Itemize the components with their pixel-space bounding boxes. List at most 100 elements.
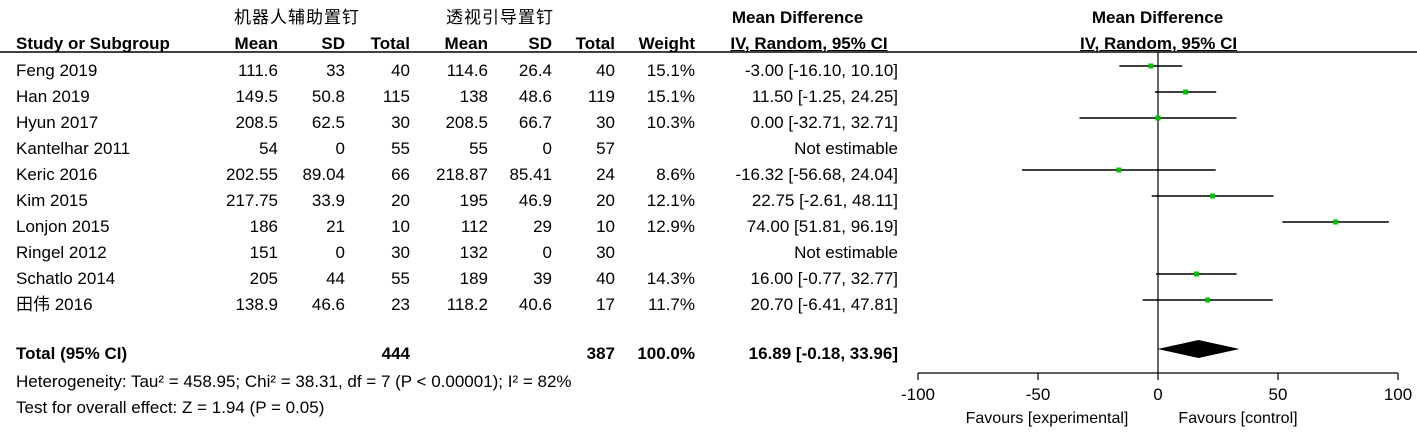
md-ci: -16.32 [-56.68, 24.04] bbox=[735, 165, 898, 184]
total-control: 24 bbox=[596, 165, 615, 184]
group-control-label: 透视引导置钉 bbox=[446, 8, 554, 27]
md-subtitle: IV, Random, 95% CI bbox=[730, 34, 888, 53]
col-sd-header: SD bbox=[321, 34, 345, 53]
x-tick-label: 0 bbox=[1153, 385, 1162, 404]
study-name: Kim 2015 bbox=[16, 191, 88, 210]
study-name: Kantelhar 2011 bbox=[16, 139, 131, 158]
effect-marker bbox=[1205, 297, 1211, 303]
total-control: 57 bbox=[596, 139, 615, 158]
mean-experimental: 138.9 bbox=[235, 295, 278, 314]
sd-experimental: 0 bbox=[335, 243, 345, 262]
md-ci: 11.50 [-1.25, 24.25] bbox=[751, 87, 898, 106]
mean-control: 55 bbox=[469, 139, 488, 158]
sd-control: 46.9 bbox=[518, 191, 552, 210]
x-tick-label: 50 bbox=[1269, 385, 1288, 404]
sd-experimental: 62.5 bbox=[311, 113, 345, 132]
total-weight: 100.0% bbox=[637, 344, 695, 363]
sd-control: 26.4 bbox=[518, 61, 552, 80]
mean-control: 195 bbox=[459, 191, 488, 210]
mean-experimental: 111.6 bbox=[237, 61, 278, 80]
total-experimental: 115 bbox=[382, 87, 410, 106]
sd-experimental: 89.04 bbox=[302, 165, 345, 184]
mean-experimental: 205 bbox=[249, 269, 278, 288]
sd-experimental: 46.6 bbox=[311, 295, 345, 314]
weight: 11.7% bbox=[648, 295, 695, 314]
effect-marker bbox=[1148, 63, 1154, 69]
mean-control: 114.6 bbox=[446, 61, 488, 80]
col-study-header: Study or Subgroup bbox=[16, 34, 170, 53]
total-control: 30 bbox=[596, 113, 615, 132]
md-ci: 20.70 [-6.41, 47.81] bbox=[750, 295, 898, 314]
md-ci: Not estimable bbox=[794, 243, 898, 262]
effect-marker bbox=[1210, 193, 1216, 199]
x-tick-label: 100 bbox=[1384, 385, 1412, 404]
sd-control: 39 bbox=[533, 269, 552, 288]
sd-control: 0 bbox=[542, 243, 552, 262]
effect-marker bbox=[1155, 115, 1161, 121]
weight: 15.1% bbox=[646, 87, 695, 106]
total-experimental: 40 bbox=[391, 61, 410, 80]
total-control: 17 bbox=[596, 295, 615, 314]
total-n-control: 387 bbox=[586, 344, 615, 363]
total-control: 30 bbox=[596, 243, 615, 262]
mean-experimental: 151 bbox=[249, 243, 278, 262]
weight: 8.6% bbox=[656, 165, 695, 184]
weight: 10.3% bbox=[646, 113, 695, 132]
total-experimental: 20 bbox=[391, 191, 410, 210]
x-tick-label: -100 bbox=[901, 385, 935, 404]
mean-experimental: 217.75 bbox=[226, 191, 278, 210]
col-weight-header: Weight bbox=[638, 34, 695, 53]
mean-experimental: 202.55 bbox=[226, 165, 278, 184]
mean-control: 132 bbox=[459, 243, 488, 262]
effect-marker bbox=[1333, 219, 1339, 225]
total-n-experimental: 444 bbox=[381, 344, 410, 363]
mean-experimental: 186 bbox=[249, 217, 278, 236]
total-experimental: 66 bbox=[391, 165, 410, 184]
total-ci: 16.89 [-0.18, 33.96] bbox=[748, 344, 898, 363]
mean-experimental: 54 bbox=[259, 139, 278, 158]
effect-marker bbox=[1116, 167, 1122, 173]
group-experimental-label: 机器人辅助置钉 bbox=[234, 8, 360, 27]
sd-control: 29 bbox=[533, 217, 552, 236]
weight: 12.1% bbox=[646, 191, 695, 210]
mean-control: 118.2 bbox=[446, 295, 488, 314]
sd-experimental: 0 bbox=[335, 139, 345, 158]
overall-effect-text: Test for overall effect: Z = 1.94 (P = 0… bbox=[16, 398, 325, 417]
plot-subtitle: IV, Random, 95% CI bbox=[1080, 34, 1238, 53]
sd-control: 0 bbox=[542, 139, 552, 158]
md-ci: 22.75 [-2.61, 48.11] bbox=[751, 191, 898, 210]
total-control: 119 bbox=[587, 87, 615, 106]
weight: 15.1% bbox=[646, 61, 695, 80]
sd-experimental: 44 bbox=[326, 269, 345, 288]
md-ci: 74.00 [51.81, 96.19] bbox=[746, 217, 898, 236]
plot-title: Mean Difference bbox=[1091, 8, 1224, 27]
total-label: Total (95% CI) bbox=[16, 344, 128, 363]
md-title: Mean Difference bbox=[731, 8, 864, 27]
sd-experimental: 50.8 bbox=[311, 87, 345, 106]
heterogeneity-text: Heterogeneity: Tau² = 458.95; Chi² = 38.… bbox=[16, 372, 572, 391]
sd-experimental: 21 bbox=[326, 217, 345, 236]
sd-control: 48.6 bbox=[518, 87, 552, 106]
sd-experimental: 33.9 bbox=[311, 191, 345, 210]
sd-control: 66.7 bbox=[518, 113, 552, 132]
mean-experimental: 149.5 bbox=[235, 87, 278, 106]
study-name: Lonjon 2015 bbox=[16, 217, 110, 236]
sd-experimental: 33 bbox=[326, 61, 345, 80]
weight: 14.3% bbox=[646, 269, 695, 288]
study-name: Keric 2016 bbox=[16, 165, 98, 184]
md-ci: 16.00 [-0.77, 32.77] bbox=[750, 269, 898, 288]
total-control: 20 bbox=[596, 191, 615, 210]
study-name: 田伟 2016 bbox=[16, 295, 93, 314]
mean-experimental: 208.5 bbox=[235, 113, 278, 132]
mean-control: 218.87 bbox=[436, 165, 488, 184]
effect-marker bbox=[1193, 271, 1199, 277]
total-experimental: 30 bbox=[391, 243, 410, 262]
weight: 12.9% bbox=[646, 217, 695, 236]
md-ci: Not estimable bbox=[794, 139, 898, 158]
col-total2-header: Total bbox=[575, 34, 615, 53]
pooled-diamond bbox=[1157, 340, 1240, 358]
sd-control: 85.41 bbox=[509, 165, 552, 184]
x-tick-label: -50 bbox=[1026, 385, 1051, 404]
col-total-header: Total bbox=[370, 34, 410, 53]
